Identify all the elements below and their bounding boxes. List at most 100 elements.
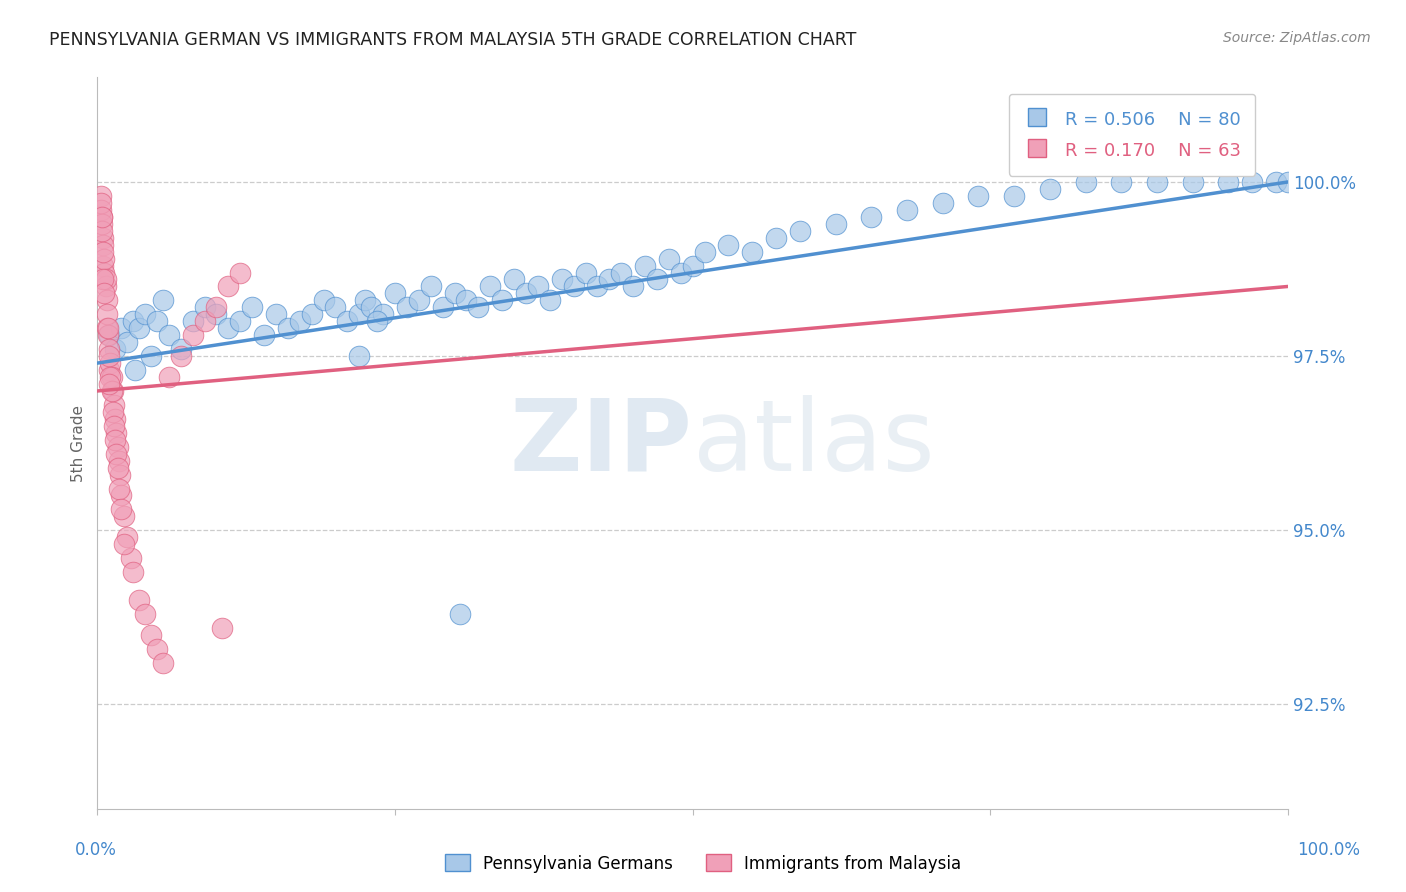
- Point: [90, 202, 112, 217]
- Point: [193, 301, 215, 315]
- Point: [354, 293, 377, 308]
- Point: [360, 301, 382, 315]
- Point: [325, 301, 347, 315]
- Point: [217, 279, 239, 293]
- Point: [467, 301, 489, 315]
- Point: [170, 342, 193, 356]
- Point: [101, 384, 124, 398]
- Text: Source: ZipAtlas.com: Source: ZipAtlas.com: [1223, 31, 1371, 45]
- Text: ZIP: ZIP: [510, 395, 693, 491]
- Point: [94, 279, 117, 293]
- Point: [253, 328, 276, 343]
- Point: [107, 440, 129, 454]
- Point: [419, 279, 441, 293]
- Point: [1146, 175, 1168, 189]
- Point: [551, 272, 574, 286]
- Point: [157, 370, 180, 384]
- Point: [96, 307, 118, 321]
- Point: [100, 370, 122, 384]
- Point: [450, 607, 472, 621]
- Point: [104, 433, 127, 447]
- Point: [98, 349, 121, 363]
- Point: [110, 321, 132, 335]
- Point: [658, 252, 681, 266]
- Point: [1265, 175, 1288, 189]
- Point: [349, 349, 371, 363]
- Point: [229, 266, 252, 280]
- Point: [645, 272, 668, 286]
- Point: [152, 293, 174, 308]
- Point: [1277, 175, 1299, 189]
- Point: [110, 488, 132, 502]
- Point: [682, 259, 704, 273]
- Point: [181, 314, 204, 328]
- Point: [107, 453, 129, 467]
- Point: [349, 307, 371, 321]
- Point: [105, 447, 128, 461]
- Point: [432, 301, 454, 315]
- Point: [240, 301, 263, 315]
- Point: [122, 314, 145, 328]
- Point: [312, 293, 335, 308]
- Point: [139, 349, 162, 363]
- Point: [717, 237, 740, 252]
- Text: 0.0%: 0.0%: [75, 840, 117, 858]
- Text: PENNSYLVANIA GERMAN VS IMMIGRANTS FROM MALAYSIA 5TH GRADE CORRELATION CHART: PENNSYLVANIA GERMAN VS IMMIGRANTS FROM M…: [49, 31, 856, 49]
- Point: [104, 412, 127, 426]
- Point: [157, 328, 180, 343]
- Point: [103, 398, 125, 412]
- Point: [146, 641, 169, 656]
- Point: [634, 259, 657, 273]
- Point: [97, 328, 120, 343]
- Point: [205, 301, 228, 315]
- Point: [93, 252, 115, 266]
- Point: [193, 314, 215, 328]
- Point: [105, 425, 128, 440]
- Point: [97, 321, 120, 335]
- Point: [1111, 175, 1133, 189]
- Point: [100, 370, 122, 384]
- Point: [741, 244, 763, 259]
- Point: [217, 321, 239, 335]
- Point: [115, 335, 138, 350]
- Point: [96, 321, 118, 335]
- Point: [527, 279, 550, 293]
- Point: [112, 509, 135, 524]
- Point: [90, 189, 112, 203]
- Point: [152, 656, 174, 670]
- Point: [479, 279, 502, 293]
- Point: [824, 217, 846, 231]
- Point: [443, 286, 465, 301]
- Point: [91, 259, 114, 273]
- Point: [146, 314, 169, 328]
- Point: [112, 537, 135, 551]
- Point: [91, 224, 114, 238]
- Point: [1241, 175, 1264, 189]
- Point: [491, 293, 513, 308]
- Point: [91, 237, 114, 252]
- Point: [598, 272, 620, 286]
- Point: [96, 293, 118, 308]
- Point: [103, 418, 125, 433]
- Point: [931, 195, 953, 210]
- Point: [384, 286, 406, 301]
- Point: [134, 307, 156, 321]
- Point: [94, 272, 117, 286]
- Point: [134, 607, 156, 621]
- Point: [301, 307, 323, 321]
- Point: [107, 460, 129, 475]
- Legend: R = 0.506    N = 80, R = 0.170    N = 63: R = 0.506 N = 80, R = 0.170 N = 63: [1008, 94, 1256, 176]
- Point: [395, 301, 418, 315]
- Point: [277, 321, 299, 335]
- Point: [100, 384, 122, 398]
- Point: [90, 195, 112, 210]
- Point: [456, 293, 478, 308]
- Point: [120, 551, 142, 566]
- Point: [1039, 182, 1062, 196]
- Point: [98, 363, 121, 377]
- Point: [107, 482, 129, 496]
- Text: atlas: atlas: [693, 395, 935, 491]
- Point: [586, 279, 609, 293]
- Point: [91, 217, 114, 231]
- Legend: Pennsylvania Germans, Immigrants from Malaysia: Pennsylvania Germans, Immigrants from Ma…: [437, 847, 969, 880]
